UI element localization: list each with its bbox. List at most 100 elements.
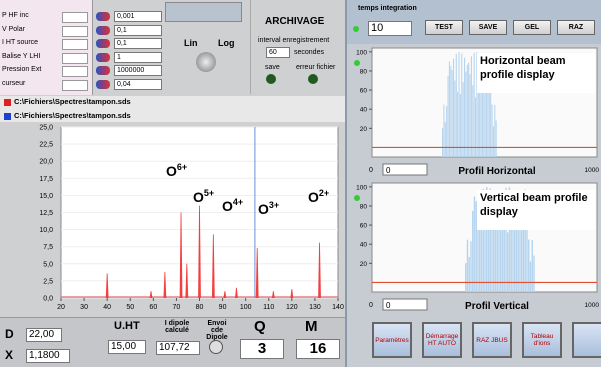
send-button[interactable] [209, 340, 223, 354]
toggle-switch[interactable] [196, 52, 216, 72]
profile-chart: 20 40 60 80 100 Vertical beam profile display… [354, 182, 599, 312]
profile-bar [531, 239, 533, 292]
profile-bar [491, 104, 493, 157]
profile-bar [524, 189, 526, 292]
profile-bar [472, 210, 474, 292]
param-color-button[interactable] [96, 52, 110, 62]
profile-label: Vertical beam profile display [480, 192, 588, 218]
profile-bar [512, 189, 514, 292]
profile-bar [493, 192, 495, 292]
param-color-button[interactable] [96, 12, 110, 21]
charge: 4+ [233, 197, 243, 207]
profile-bar [457, 92, 459, 157]
peak [271, 291, 275, 299]
profile-bar [448, 61, 450, 157]
param-value[interactable]: 1 [114, 51, 162, 63]
profile-bar [466, 64, 468, 157]
x-input-box [382, 298, 428, 311]
peak [223, 291, 227, 299]
file-path: C:\Fichiers\Spectres\tampon.sds [14, 111, 131, 120]
ion: O [166, 163, 177, 179]
uht-label: U.HT [114, 320, 140, 332]
profile-bar [494, 206, 497, 292]
profile-label: Horizontal beam profile display [480, 55, 566, 81]
profile-bar [476, 52, 478, 157]
param-color-button[interactable] [96, 25, 110, 35]
action-button[interactable]: RAZ JBUS [472, 322, 512, 358]
profile-bar [484, 68, 486, 157]
action-button[interactable] [572, 322, 601, 358]
error-label: erreur fichier [296, 64, 336, 71]
toolbar[interactable] [165, 2, 242, 22]
toolbar-button[interactable]: GEL [513, 20, 551, 35]
param-plot-icon [62, 12, 88, 23]
dipole-value: 107,72 [156, 341, 200, 355]
param-value[interactable]: 0,1 [114, 24, 162, 36]
profile-bar [447, 75, 449, 157]
profile-bar [488, 54, 490, 157]
m-input[interactable]: 16 [296, 339, 340, 359]
param-name: Pression Ext [2, 66, 42, 73]
action-button[interactable]: Tableau d'ions [522, 322, 562, 358]
param-value[interactable]: 0,04 [114, 78, 162, 90]
x-tick-label: 90 [219, 304, 227, 311]
integration-input[interactable]: 10 [368, 21, 412, 36]
y-tick-label: 12,5 [39, 210, 53, 217]
param-color-button[interactable] [96, 79, 110, 89]
ion: O [258, 201, 269, 217]
d-input[interactable]: 22,00 [26, 328, 62, 342]
y-tick-label: 60 [360, 223, 368, 230]
legend-led [354, 195, 360, 201]
interval-unit: secondes [294, 49, 324, 56]
profile-bar [526, 225, 528, 292]
x-tick-label: 130 [309, 304, 321, 311]
param-plot-icon [62, 52, 88, 64]
y-tick-label: 20 [360, 126, 368, 133]
x-tick-label: 20 [57, 304, 65, 311]
toolbar-button[interactable]: TEST [425, 20, 463, 35]
profile-bar [453, 58, 455, 157]
ion: O [193, 189, 204, 205]
profile-bar [495, 120, 497, 157]
param-value[interactable]: 1000000 [114, 65, 162, 76]
profile-bar [492, 126, 494, 157]
profile-bar [468, 62, 470, 157]
action-button[interactable]: Paramètres [372, 322, 412, 358]
profile-bar [505, 187, 507, 292]
peak [163, 271, 167, 299]
toolbar-button[interactable]: SAVE [469, 20, 507, 35]
profile-bar [444, 122, 446, 157]
profile-bar [529, 261, 532, 292]
peak [185, 263, 189, 299]
action-button[interactable]: Démarrage HT AUTO [422, 322, 462, 358]
profile-bar [533, 255, 535, 292]
x-input[interactable]: 1,1800 [26, 349, 70, 363]
peak [255, 248, 259, 299]
profile-bar [491, 217, 493, 292]
param-value[interactable]: 0,001 [114, 11, 162, 22]
param-value[interactable]: 0,1 [114, 38, 162, 49]
axis-title: Profil Horizontal [458, 166, 535, 177]
ion-annotation: O5+ [193, 188, 214, 205]
uht-input[interactable]: 15,00 [108, 340, 146, 354]
profile-bar [479, 193, 481, 292]
profile-bar [442, 128, 444, 157]
profile-bar [503, 220, 505, 292]
param-color-button[interactable] [96, 66, 110, 75]
toolbar-button[interactable]: RAZ [557, 20, 595, 35]
param-color-button[interactable] [96, 39, 110, 48]
interval-input[interactable]: 60 [266, 47, 290, 58]
file-marker [4, 113, 11, 120]
ion-annotation: O3+ [258, 200, 279, 217]
profile-bar [484, 227, 486, 292]
y-tick-label: 25,0 [39, 125, 53, 132]
axis-title: Profil Vertical [465, 301, 529, 312]
profile-bar [462, 82, 464, 157]
q-input[interactable]: 3 [240, 339, 284, 359]
y-tick-label: 20,0 [39, 159, 53, 166]
profile-bar [514, 212, 516, 292]
send-label: Envoi cde Dipole [206, 320, 228, 341]
profile-bar [477, 89, 479, 157]
param-plot-icon [62, 79, 88, 91]
